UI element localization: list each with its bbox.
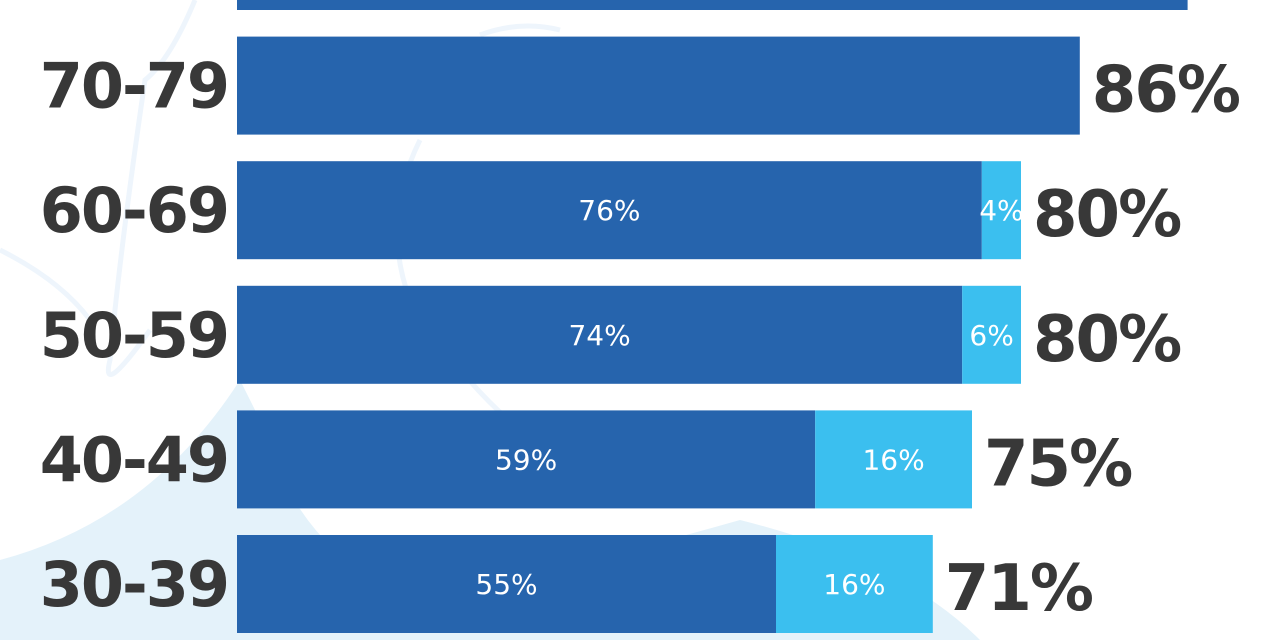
bar-segment (776, 535, 933, 633)
bar-segment (981, 161, 1021, 260)
bar-segment (237, 285, 963, 384)
bar-segment (237, 535, 776, 633)
category-label: 70-79 (40, 50, 228, 123)
bar-segment (237, 410, 816, 509)
category-label: 60-69 (40, 174, 228, 247)
segment-label: 59% (495, 443, 557, 476)
segment-label: 16% (862, 443, 924, 476)
category-label: 30-39 (40, 548, 228, 621)
total-label: 80% (1033, 178, 1181, 252)
total-label: 75% (984, 427, 1132, 501)
bar-segment (237, 161, 982, 260)
segment-label: 55% (475, 568, 537, 601)
segment-label: 4% (979, 194, 1023, 227)
category-label: 40-49 (40, 423, 228, 496)
total-label: 71% (945, 552, 1093, 626)
segment-label: 74% (568, 319, 630, 352)
category-label: 50-59 (40, 299, 228, 372)
segment-label: 16% (823, 568, 885, 601)
segment-label: 76% (578, 194, 640, 227)
bar-segment (237, 0, 1188, 10)
total-label: 86% (1092, 54, 1240, 128)
bar-segment (237, 36, 1080, 135)
segment-label: 6% (969, 319, 1013, 352)
bar-segment (962, 285, 1021, 384)
total-label: 80% (1033, 303, 1181, 377)
bar-segment (815, 410, 972, 509)
